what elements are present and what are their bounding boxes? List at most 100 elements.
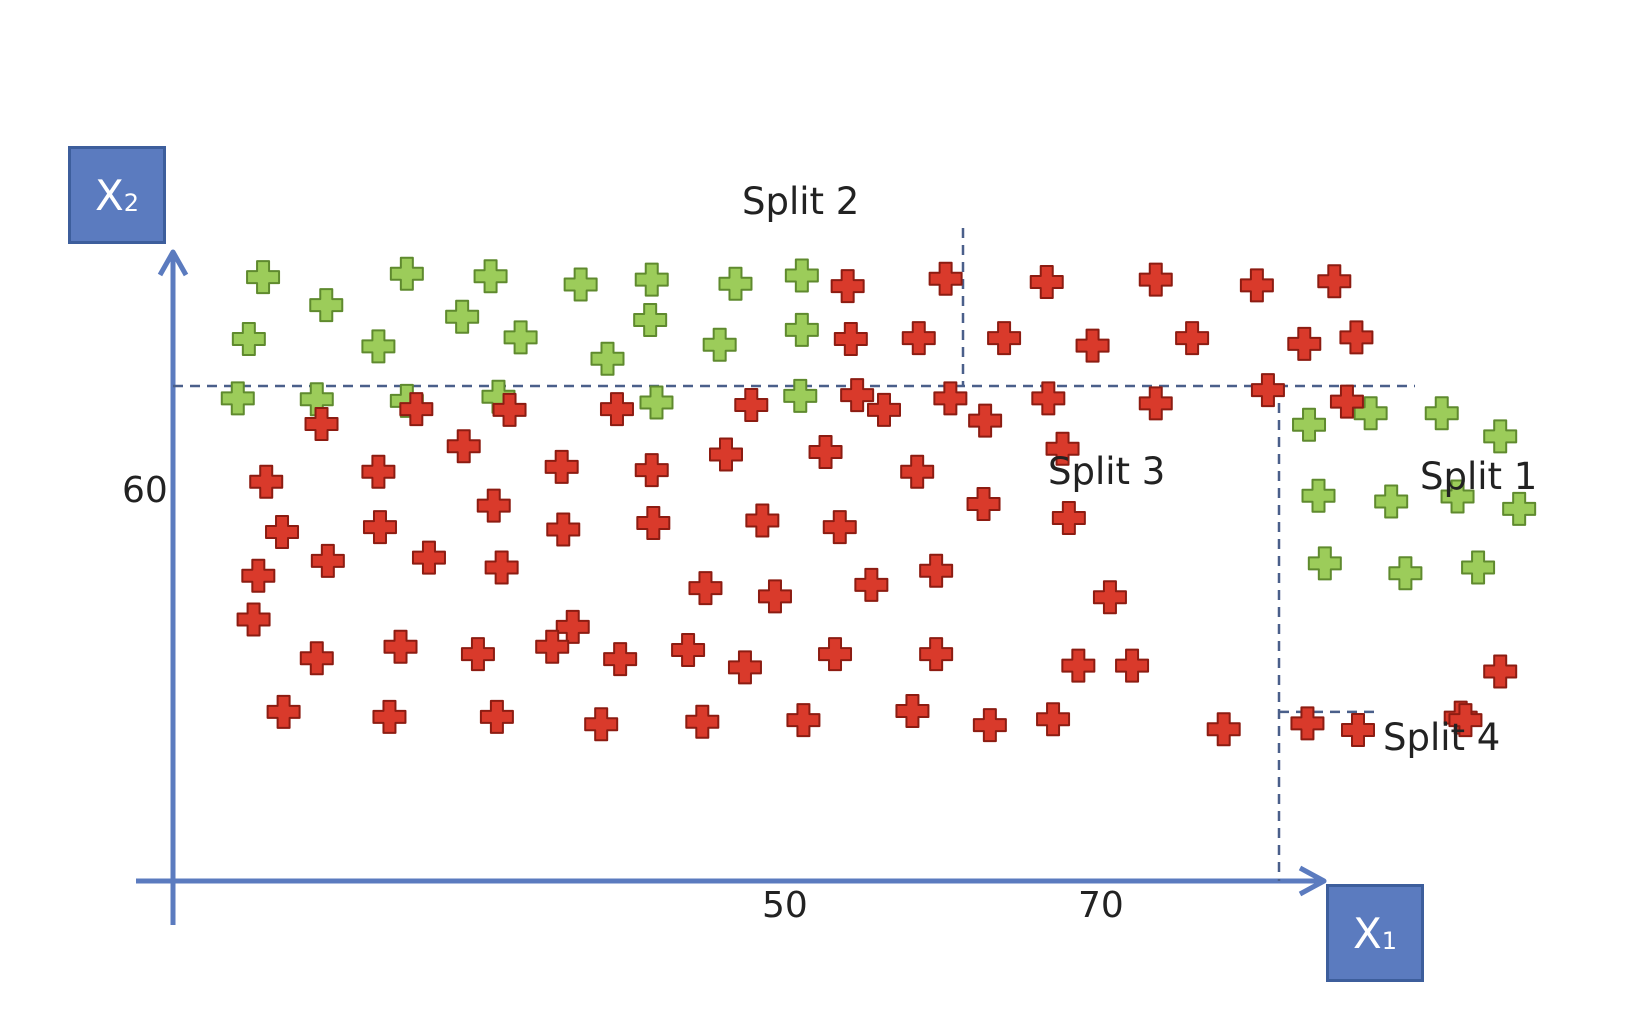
red-cross-point — [304, 406, 339, 441]
red-cross-point — [830, 269, 865, 304]
red-cross-point — [867, 392, 901, 427]
red-cross-point — [1341, 713, 1375, 748]
green-cross-point — [784, 258, 819, 293]
red-cross-point — [987, 321, 1022, 356]
red-cross-point — [933, 381, 968, 416]
red-cross-point — [634, 453, 669, 488]
split-4-label: Split 4 — [1383, 716, 1501, 759]
green-cross-point — [563, 267, 598, 302]
red-cross-point — [362, 510, 397, 545]
green-cross-point — [633, 303, 668, 337]
red-cross-point — [1483, 654, 1518, 689]
red-cross-point — [1029, 265, 1064, 300]
red-cross-point — [1138, 262, 1173, 297]
red-cross-point — [818, 637, 853, 672]
red-cross-point — [492, 392, 527, 427]
red-cross-point — [685, 704, 720, 739]
tick-x-70: 70 — [1078, 885, 1124, 926]
red-cross-point — [928, 261, 963, 296]
y-axis-label-sub: 2 — [123, 189, 140, 217]
green-cross-point — [246, 260, 281, 295]
red-cross-point — [361, 454, 396, 489]
green-cross-point — [718, 266, 753, 301]
red-cross-point — [1239, 268, 1274, 303]
red-cross-point — [919, 553, 954, 588]
red-cross-point — [727, 650, 762, 685]
red-cross-point — [544, 449, 579, 484]
x-axis-label-sub: 1 — [1381, 927, 1398, 955]
red-cross-point — [972, 708, 1007, 743]
red-cross-point — [968, 403, 1003, 438]
red-cross-point — [1138, 386, 1173, 421]
red-cross-point — [265, 515, 300, 550]
red-cross-point — [636, 505, 671, 540]
red-cross-point — [757, 579, 792, 614]
red-cross-point — [854, 567, 889, 602]
red-cross-point — [460, 637, 495, 672]
green-cross-point — [473, 259, 508, 294]
green-cross-point — [639, 385, 674, 420]
red-cross-point — [1329, 384, 1364, 419]
points-layer — [220, 256, 1537, 748]
green-cross-point — [1502, 491, 1537, 526]
green-cross-point — [445, 299, 480, 334]
red-cross-point — [895, 694, 930, 729]
green-cross-point — [784, 312, 819, 347]
red-cross-point — [599, 392, 634, 427]
red-cross-point — [745, 503, 780, 538]
green-cross-point — [1424, 396, 1459, 431]
green-cross-point — [1440, 479, 1475, 514]
red-cross-point — [1250, 373, 1285, 408]
green-cross-point — [1301, 478, 1336, 513]
red-cross-point — [446, 429, 481, 464]
red-cross-point — [822, 510, 857, 545]
green-cross-point — [1292, 407, 1327, 442]
green-cross-point — [231, 321, 266, 356]
red-cross-point — [555, 609, 590, 644]
red-cross-point — [966, 486, 1001, 521]
green-cross-point — [634, 262, 669, 297]
green-cross-point — [1307, 546, 1342, 581]
red-cross-point — [1287, 326, 1322, 361]
red-cross-point — [833, 321, 868, 356]
x-axis-arrowhead — [1298, 865, 1327, 897]
red-cross-point — [249, 464, 284, 499]
red-cross-point — [603, 642, 638, 677]
red-cross-point — [840, 378, 875, 413]
red-cross-point — [671, 633, 706, 667]
red-cross-point — [372, 699, 407, 734]
red-cross-point — [1115, 648, 1150, 683]
green-cross-point — [1483, 419, 1518, 454]
red-cross-point — [399, 392, 434, 427]
red-cross-point — [1339, 320, 1374, 355]
green-cross-point — [361, 329, 396, 364]
red-cross-point — [266, 694, 301, 729]
split-1-label: Split 1 — [1420, 455, 1538, 498]
red-cross-point — [901, 321, 936, 356]
red-cross-point — [236, 602, 271, 637]
red-cross-point — [546, 512, 581, 547]
green-cross-point — [389, 256, 424, 291]
red-cross-point — [1206, 712, 1241, 747]
split-3-label: Split 3 — [1048, 450, 1166, 493]
red-cross-point — [1317, 264, 1352, 299]
red-cross-point — [1051, 501, 1086, 535]
tick-x-50: 50 — [762, 885, 808, 926]
green-cross-point — [309, 288, 344, 323]
red-cross-point — [535, 629, 570, 664]
split-2-label: Split 2 — [742, 180, 860, 223]
tick-y-60: 60 — [122, 470, 168, 511]
red-cross-point — [383, 629, 418, 664]
green-cross-point — [1388, 556, 1423, 591]
red-cross-point — [786, 703, 821, 738]
red-cross-point — [1448, 703, 1483, 738]
green-cross-point — [503, 320, 538, 355]
red-cross-point — [310, 543, 345, 578]
red-cross-point — [900, 454, 935, 489]
red-cross-point — [919, 637, 954, 672]
red-cross-point — [1036, 702, 1071, 737]
